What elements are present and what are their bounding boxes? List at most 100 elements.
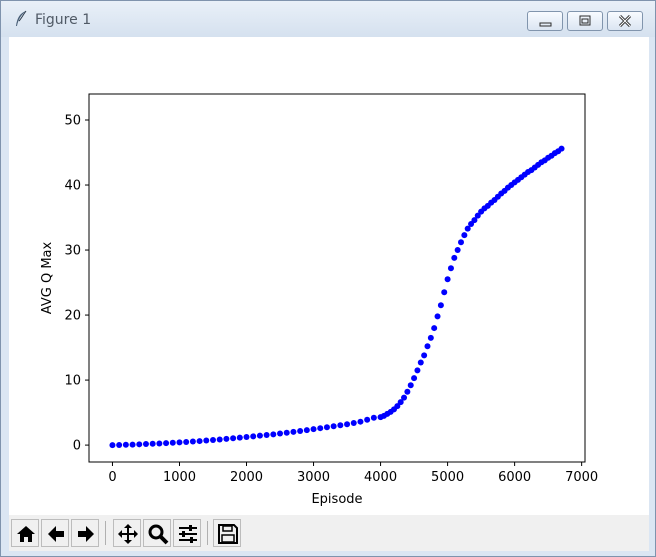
data-point	[196, 438, 203, 445]
home-icon	[17, 526, 35, 542]
home-button[interactable]	[11, 519, 39, 547]
data-point	[441, 289, 448, 296]
data-point	[468, 221, 475, 228]
y-tick-label: 10	[64, 374, 81, 389]
window-title: Figure 1	[35, 12, 92, 28]
data-point	[303, 427, 310, 434]
data-point	[394, 403, 401, 410]
data-point	[407, 382, 414, 389]
data-point	[297, 428, 304, 435]
maximize-button[interactable]	[567, 11, 603, 31]
data-point	[129, 441, 136, 448]
data-point	[176, 439, 183, 446]
data-point	[116, 441, 123, 448]
data-point	[431, 325, 438, 332]
data-point	[189, 438, 196, 445]
data-point	[236, 434, 243, 441]
data-point	[350, 419, 357, 426]
x-tick-label: 1000	[163, 470, 196, 485]
maximize-icon	[579, 15, 591, 26]
data-point	[401, 394, 408, 401]
y-tick-label: 0	[73, 439, 81, 454]
figure-canvas[interactable]: 0 1000 2000 3000 4000 5000 6000 7000 0 10 20 30 40 5…	[9, 37, 649, 515]
zoom-button[interactable]	[143, 519, 171, 547]
y-tick-label: 30	[64, 244, 81, 259]
data-point	[464, 225, 471, 232]
data-point	[414, 367, 421, 374]
minimize-button[interactable]	[527, 11, 563, 31]
data-point	[250, 433, 257, 440]
data-point	[344, 421, 351, 428]
configure-subplots-button[interactable]	[173, 519, 201, 547]
data-point	[283, 429, 290, 436]
move-icon	[118, 524, 138, 544]
save-button[interactable]	[213, 519, 241, 547]
data-point	[558, 145, 565, 152]
y-tick-label: 50	[64, 114, 81, 129]
y-tick-label: 40	[64, 179, 81, 194]
data-point	[474, 212, 481, 219]
toolbar-separator	[207, 521, 208, 545]
forward-button[interactable]	[71, 519, 99, 547]
data-point	[451, 254, 458, 261]
data-point	[454, 247, 461, 254]
data-point	[447, 265, 454, 272]
close-button[interactable]	[607, 11, 643, 31]
back-button[interactable]	[41, 519, 69, 547]
x-tick-label: 7000	[565, 470, 598, 485]
x-tick-label: 4000	[364, 470, 397, 485]
data-point	[149, 440, 156, 447]
chart: 0 1000 2000 3000 4000 5000 6000 7000 0 10 20 30 40 5…	[40, 93, 598, 507]
x-tick-label: 6000	[498, 470, 531, 485]
data-point	[427, 334, 434, 341]
toolbar-separator	[105, 521, 106, 545]
y-axis-label: AVG Q Max	[40, 241, 55, 314]
data-point	[230, 435, 237, 442]
data-point	[270, 431, 277, 438]
data-point	[256, 432, 263, 439]
data-point	[203, 437, 210, 444]
data-point	[404, 388, 411, 395]
data-point	[169, 439, 176, 446]
data-point	[263, 432, 270, 439]
data-point	[216, 436, 223, 443]
data-point	[136, 441, 143, 448]
data-point	[109, 442, 116, 449]
floppy-disk-icon	[218, 524, 238, 544]
close-icon	[618, 14, 632, 28]
data-point	[434, 313, 441, 320]
data-point	[122, 441, 129, 448]
data-point	[243, 433, 250, 440]
y-tick-label: 20	[64, 309, 81, 324]
data-point	[156, 440, 163, 447]
title-bar[interactable]: Figure 1	[1, 1, 655, 37]
data-point	[424, 343, 431, 350]
navigation-toolbar	[9, 515, 649, 551]
pan-button[interactable]	[113, 519, 141, 547]
data-point	[444, 276, 451, 283]
axes-frame	[88, 93, 586, 463]
x-tick-label: 0	[108, 470, 116, 485]
data-point	[370, 414, 377, 421]
sliders-icon	[179, 525, 197, 543]
data-point	[330, 423, 337, 430]
data-point	[364, 416, 371, 423]
data-point	[337, 422, 344, 429]
data-point	[142, 441, 149, 448]
y-ticks: 0 10 20 30 40 50	[64, 114, 89, 454]
data-point	[223, 435, 230, 442]
data-point	[183, 438, 190, 445]
data-point	[323, 424, 330, 431]
data-point	[357, 418, 364, 425]
scatter-points	[109, 145, 565, 449]
arrow-right-icon	[78, 526, 94, 542]
magnifier-icon	[148, 524, 169, 545]
data-point	[471, 217, 478, 224]
data-point	[310, 426, 317, 433]
minimize-icon	[539, 22, 552, 27]
data-point	[411, 375, 418, 382]
data-point	[277, 430, 284, 437]
data-point	[461, 232, 468, 239]
data-point	[290, 428, 297, 435]
